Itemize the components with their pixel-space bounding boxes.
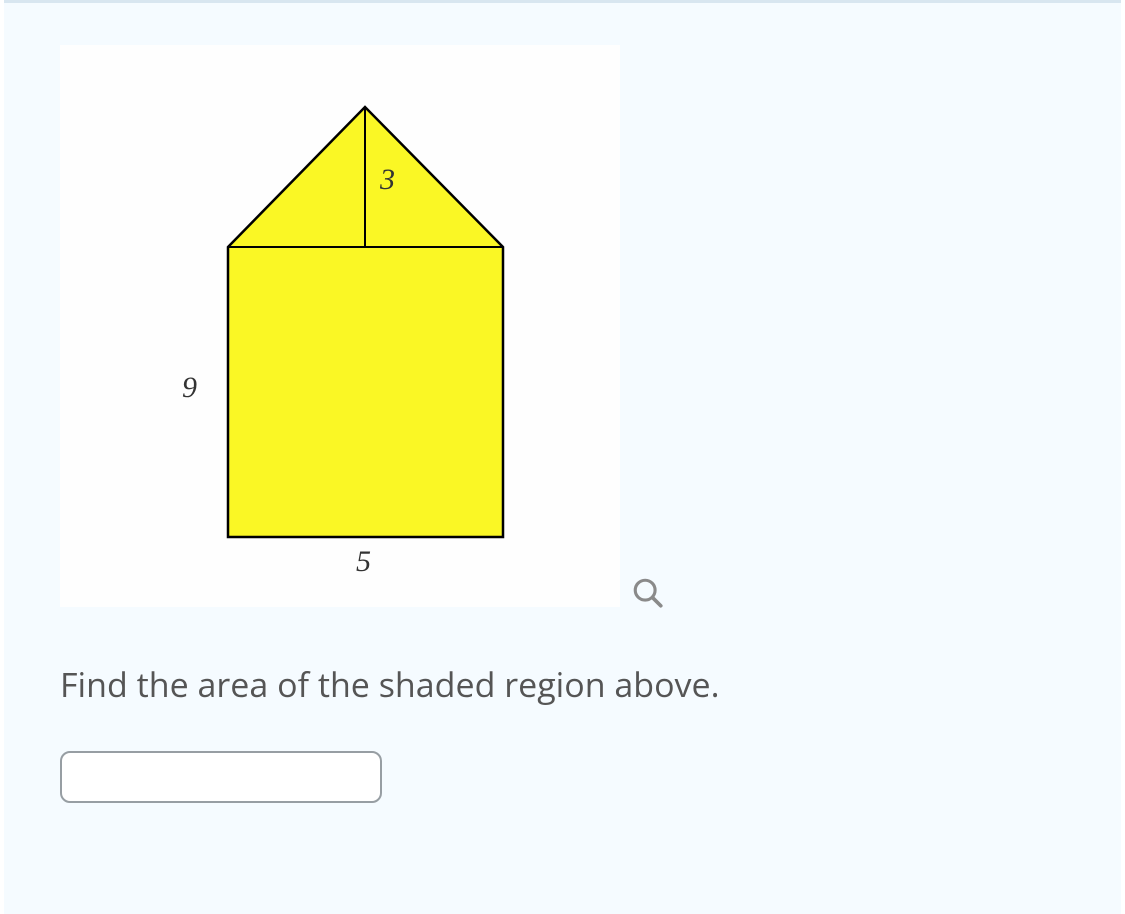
question-prompt: Find the area of the shaded region above…: [60, 661, 1065, 707]
label-base: 5: [356, 545, 371, 579]
label-left-side: 9: [182, 371, 197, 405]
page-root: 9 3 5 Find the area of the shaded region…: [0, 0, 1125, 914]
magnifier-icon: [631, 576, 665, 610]
label-triangle-height: 3: [380, 163, 395, 197]
zoom-button[interactable]: [626, 571, 670, 615]
answer-input[interactable]: [60, 751, 382, 803]
shape-diagram: [60, 45, 620, 607]
figure-container: 9 3 5: [60, 45, 620, 607]
question-panel: 9 3 5 Find the area of the shaded region…: [4, 0, 1121, 914]
